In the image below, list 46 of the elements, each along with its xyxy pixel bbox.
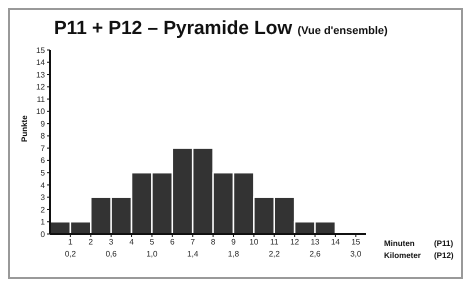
y-tick-label: 4: [40, 180, 46, 190]
y-tick-label: 3: [40, 193, 46, 202]
x2-tick-label: 2,6: [309, 250, 322, 259]
x-tick-label: 12: [290, 238, 300, 247]
x-tick-label: 3: [108, 238, 114, 247]
x-tick-label: 6: [170, 238, 176, 247]
x2-tick-label: 1,8: [228, 250, 240, 259]
y-tick-label: 2: [40, 205, 46, 214]
x2-axis-title: Kilometer: [384, 251, 421, 260]
x-tick-label: 7: [190, 238, 196, 247]
x-tick-label: 4: [129, 238, 134, 247]
y-tick-label: 10: [36, 107, 46, 116]
x2-tick-label: 3,0: [350, 250, 362, 259]
chart-title: P11 + P12 – Pyramide Low: [54, 18, 292, 39]
y-tick-label: 12: [36, 82, 46, 92]
x2-tick-label: 1,0: [146, 250, 158, 259]
x-axis-title: Minuten: [384, 239, 415, 248]
x-tick-label: 9: [231, 238, 236, 247]
x-tick-label: 8: [210, 238, 216, 247]
y-tick-label: 1: [40, 218, 46, 227]
x-tick-label: 5: [150, 238, 155, 247]
y-tick-label: 6: [40, 156, 46, 166]
x-tick-label: 13: [310, 238, 320, 247]
text: (P12): [434, 251, 454, 260]
y-tick-label: 0: [40, 230, 46, 239]
x-tick-label: 10: [249, 238, 259, 247]
y-tick-label: 15: [36, 46, 46, 55]
x-tick-label: 14: [330, 238, 340, 247]
y-tick-label: 9: [40, 119, 46, 128]
x-tick-label: 1: [68, 238, 74, 247]
x2-tick-label: 0,6: [106, 250, 118, 259]
x-tick-label: 15: [351, 238, 361, 247]
y-tick-label: 7: [40, 144, 46, 153]
chart-subtitle: (Vue d'ensemble): [297, 25, 388, 37]
y-tick-label: 13: [36, 70, 46, 80]
y-tick-label: 11: [36, 94, 46, 104]
text: (P11): [434, 239, 454, 248]
x2-tick-label: 0,2: [64, 250, 76, 259]
x-tick-label: 2: [88, 238, 94, 247]
y-axis-title: Punkte: [20, 114, 29, 142]
y-tick-label: 8: [40, 132, 46, 141]
x2-tick-label: 1,4: [187, 250, 199, 259]
y-tick-label: 5: [40, 168, 46, 178]
x2-tick-label: 2,2: [268, 250, 280, 259]
x-tick-label: 11: [270, 238, 279, 247]
y-tick-label: 14: [36, 58, 46, 68]
